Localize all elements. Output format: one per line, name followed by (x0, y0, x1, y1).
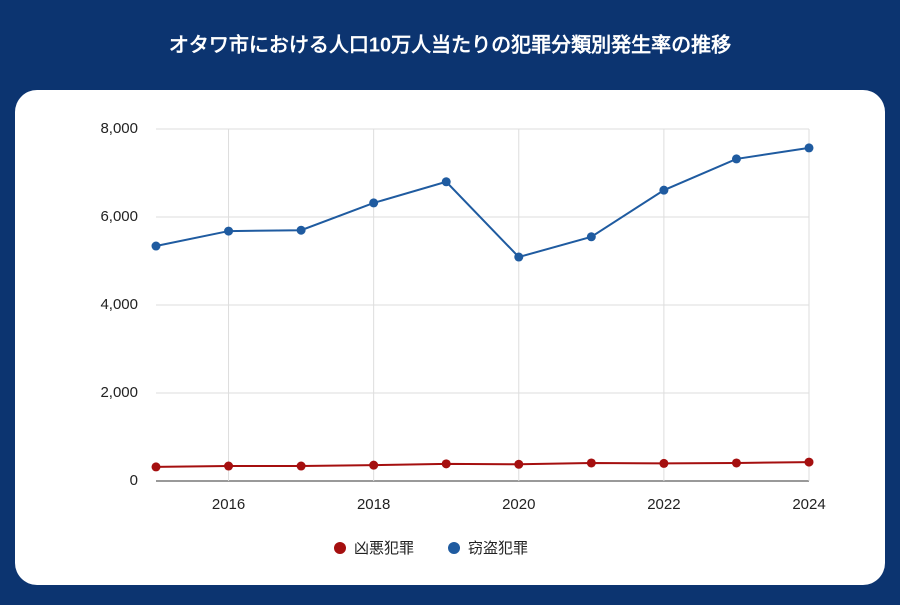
chart-title: オタワ市における人口10万人当たりの犯罪分類別発生率の推移 (169, 32, 731, 56)
x-tick-label: 2024 (792, 496, 825, 513)
data-point (804, 143, 814, 153)
series-line (155, 146, 810, 259)
y-tick-label: 8,000 (100, 120, 138, 137)
data-point (369, 198, 379, 208)
x-tick-label: 2016 (212, 496, 245, 513)
data-point (586, 458, 596, 468)
data-point (804, 457, 814, 467)
y-tick-label: 6,000 (100, 208, 138, 225)
x-tick-label: 2022 (647, 496, 680, 513)
data-point (731, 154, 741, 164)
data-point (586, 232, 596, 242)
legend-label: 凶悪犯罪 (354, 540, 414, 557)
x-tick-label: 2020 (502, 496, 535, 513)
legend-label: 窃盗犯罪 (468, 540, 528, 557)
data-point (659, 185, 669, 195)
y-tick-label: 2,000 (100, 384, 138, 401)
data-point (441, 459, 451, 469)
data-point (296, 225, 306, 235)
y-tick-label: 4,000 (100, 296, 138, 313)
legend-marker (448, 542, 461, 554)
data-point (514, 459, 524, 469)
data-point (369, 460, 379, 470)
data-point (224, 461, 234, 471)
data-point (296, 461, 306, 471)
data-point (224, 226, 234, 236)
data-point (659, 458, 669, 468)
data-point (151, 241, 161, 251)
chart-panel (15, 90, 885, 585)
data-point (731, 458, 741, 468)
data-point (514, 252, 524, 262)
data-point (441, 177, 451, 187)
data-point (151, 462, 161, 472)
x-tick-label: 2018 (357, 496, 390, 513)
legend-marker (334, 542, 346, 554)
series-line (155, 461, 810, 468)
y-tick-label: 0 (130, 472, 138, 489)
